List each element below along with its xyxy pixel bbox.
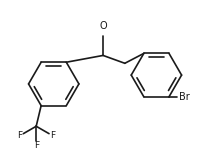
Text: F: F (50, 131, 55, 140)
Text: F: F (17, 131, 22, 140)
Text: O: O (99, 21, 107, 31)
Text: F: F (34, 141, 39, 150)
Text: Br: Br (179, 92, 190, 102)
